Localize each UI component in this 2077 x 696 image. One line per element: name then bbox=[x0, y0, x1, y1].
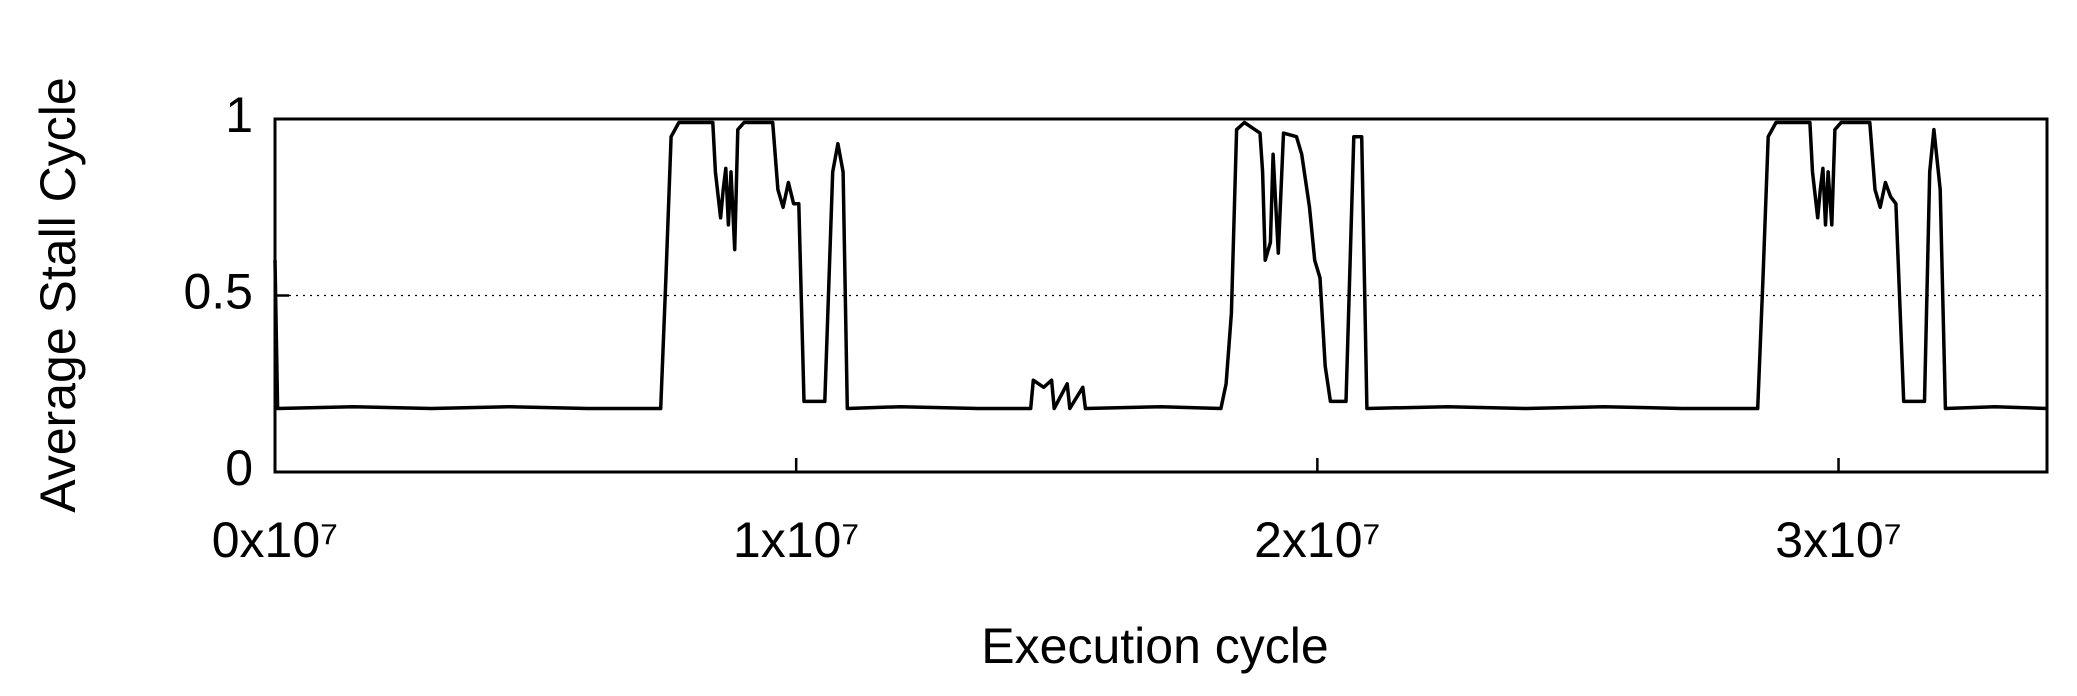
x-tick-label: 2x10⁷ bbox=[1254, 512, 1381, 568]
data-line bbox=[273, 120, 2048, 411]
y-tick-label: 0.5 bbox=[183, 264, 253, 320]
x-axis-label: Execution cycle bbox=[981, 618, 1328, 674]
y-axis-label: Average Stall Cycle bbox=[30, 77, 86, 512]
x-tick-label: 3x10⁷ bbox=[1775, 512, 1902, 568]
y-tick-label: 1 bbox=[225, 87, 253, 143]
plot-border bbox=[273, 117, 2049, 474]
y-tick-label: 0 bbox=[225, 440, 253, 496]
x-tick-label: 1x10⁷ bbox=[733, 512, 860, 568]
x-tick-label: 0x10⁷ bbox=[212, 512, 339, 568]
